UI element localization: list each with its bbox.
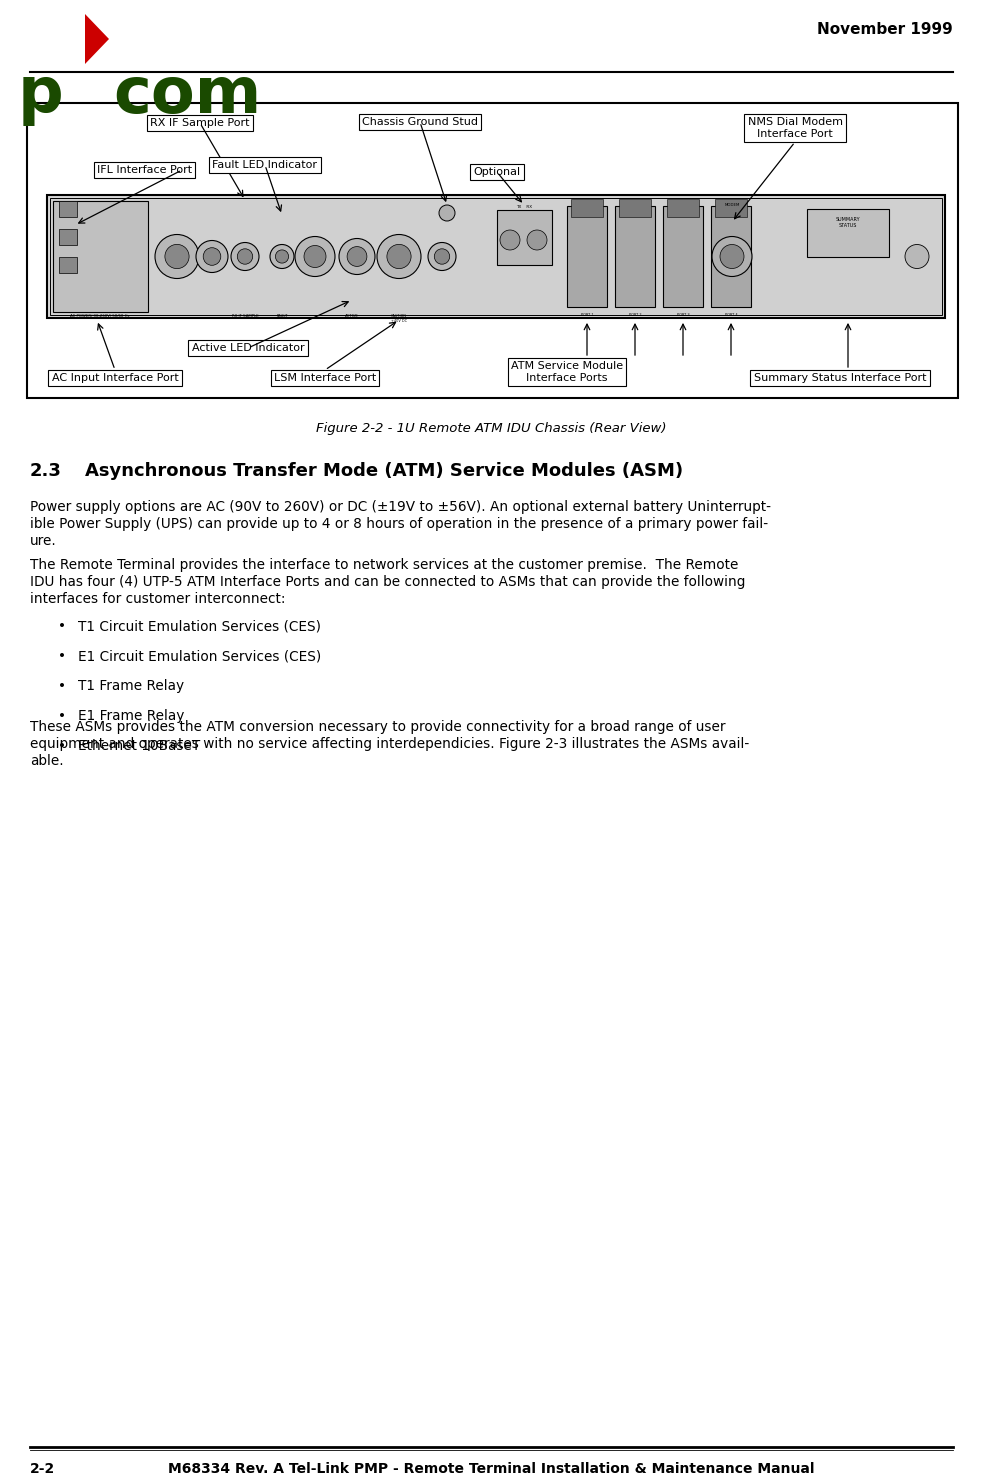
- Circle shape: [377, 234, 421, 279]
- Circle shape: [237, 249, 253, 264]
- Text: PORT 3: PORT 3: [676, 313, 689, 317]
- Circle shape: [527, 230, 547, 250]
- Text: p: p: [18, 64, 64, 126]
- Text: Figure 2-2 - 1U Remote ATM IDU Chassis (Rear View): Figure 2-2 - 1U Remote ATM IDU Chassis (…: [316, 422, 666, 436]
- Text: NMS Dial Modem
Interface Port: NMS Dial Modem Interface Port: [747, 117, 842, 139]
- Text: com: com: [113, 64, 261, 126]
- Circle shape: [304, 246, 326, 267]
- Circle shape: [196, 240, 228, 273]
- Text: PORT 1: PORT 1: [581, 313, 594, 317]
- Text: •: •: [58, 708, 66, 723]
- Text: FAULT: FAULT: [276, 314, 288, 319]
- Text: TX    RX: TX RX: [516, 205, 532, 209]
- Text: ACTIVE: ACTIVE: [345, 314, 359, 319]
- Circle shape: [339, 239, 375, 274]
- Text: IFL Interface Port: IFL Interface Port: [97, 165, 192, 175]
- Circle shape: [712, 237, 752, 277]
- Bar: [619, 199, 651, 216]
- Text: Asynchronous Transfer Mode (ATM) Service Modules (ASM): Asynchronous Transfer Mode (ATM) Service…: [85, 462, 683, 480]
- Text: Summary Status Interface Port: Summary Status Interface Port: [754, 373, 926, 382]
- Bar: [59, 202, 77, 216]
- Bar: [567, 206, 607, 307]
- Text: These ASMs provides the ATM conversion necessary to provide connectivity for a b: These ASMs provides the ATM conversion n…: [30, 720, 725, 734]
- Circle shape: [439, 205, 455, 221]
- Bar: [50, 199, 942, 316]
- Text: Chassis Ground Stud: Chassis Ground Stud: [362, 117, 478, 127]
- Bar: [53, 202, 148, 313]
- Text: Active LED Indicator: Active LED Indicator: [192, 342, 305, 353]
- Bar: [59, 230, 77, 245]
- Polygon shape: [85, 13, 109, 64]
- Circle shape: [165, 245, 189, 268]
- Text: 2-2: 2-2: [30, 1463, 55, 1476]
- Circle shape: [347, 246, 367, 267]
- Circle shape: [295, 237, 335, 277]
- Bar: [663, 206, 703, 307]
- Text: MODEM: MODEM: [724, 203, 739, 207]
- Circle shape: [155, 234, 199, 279]
- Bar: [715, 199, 747, 216]
- Bar: [667, 199, 699, 216]
- Circle shape: [270, 245, 294, 268]
- Bar: [711, 206, 751, 307]
- Circle shape: [434, 249, 449, 264]
- Text: CAUTION
+40V DC: CAUTION +40V DC: [391, 314, 407, 323]
- Bar: [807, 209, 889, 256]
- Circle shape: [275, 250, 289, 264]
- Text: ible Power Supply (UPS) can provide up to 4 or 8 hours of operation in the prese: ible Power Supply (UPS) can provide up t…: [30, 517, 768, 531]
- Text: E1 Frame Relay: E1 Frame Relay: [78, 708, 185, 723]
- Text: Ethernet 10BaseT: Ethernet 10BaseT: [78, 740, 201, 753]
- Bar: [47, 196, 945, 319]
- Bar: [27, 104, 958, 399]
- Text: PORT 2: PORT 2: [629, 313, 641, 317]
- Text: T1 Frame Relay: T1 Frame Relay: [78, 679, 184, 694]
- Circle shape: [387, 245, 411, 268]
- Text: Optional: Optional: [474, 167, 521, 176]
- Bar: [59, 256, 77, 273]
- Circle shape: [203, 247, 221, 265]
- Text: equipment and operates with no service affecting interdependicies. Figure 2-3 il: equipment and operates with no service a…: [30, 737, 749, 751]
- Bar: [497, 210, 552, 265]
- Circle shape: [905, 245, 929, 268]
- Text: AC POWER/ 90-260V/ 50/60 Hz: AC POWER/ 90-260V/ 50/60 Hz: [70, 314, 130, 319]
- Text: interfaces for customer interconnect:: interfaces for customer interconnect:: [30, 591, 285, 606]
- Circle shape: [428, 243, 456, 271]
- Text: Power supply options are AC (90V to 260V) or DC (±19V to ±56V). An optional exte: Power supply options are AC (90V to 260V…: [30, 499, 771, 514]
- Circle shape: [500, 230, 520, 250]
- Circle shape: [231, 243, 259, 271]
- Circle shape: [720, 245, 744, 268]
- Text: November 1999: November 1999: [817, 22, 953, 37]
- Text: •: •: [58, 649, 66, 662]
- Text: RX IF SAMPLE: RX IF SAMPLE: [232, 314, 259, 319]
- Text: ure.: ure.: [30, 534, 57, 548]
- Text: E1 Circuit Emulation Services (CES): E1 Circuit Emulation Services (CES): [78, 649, 321, 662]
- Text: •: •: [58, 619, 66, 633]
- Text: •: •: [58, 740, 66, 753]
- Text: The Remote Terminal provides the interface to network services at the customer p: The Remote Terminal provides the interfa…: [30, 559, 738, 572]
- Text: able.: able.: [30, 754, 64, 768]
- Text: T1 Circuit Emulation Services (CES): T1 Circuit Emulation Services (CES): [78, 619, 321, 633]
- Bar: [571, 199, 603, 216]
- Text: IDU has four (4) UTP-5 ATM Interface Ports and can be connected to ASMs that can: IDU has four (4) UTP-5 ATM Interface Por…: [30, 575, 745, 588]
- Text: Fault LED Indicator: Fault LED Indicator: [212, 160, 318, 170]
- Bar: [615, 206, 655, 307]
- Text: ATM Service Module
Interface Ports: ATM Service Module Interface Ports: [511, 362, 623, 382]
- Text: 2.3: 2.3: [30, 462, 62, 480]
- Text: SUMMARY
STATUS: SUMMARY STATUS: [836, 216, 860, 228]
- Text: LSM Interface Port: LSM Interface Port: [274, 373, 376, 382]
- Text: •: •: [58, 679, 66, 694]
- Text: PORT 4: PORT 4: [724, 313, 737, 317]
- Text: RX IF Sample Port: RX IF Sample Port: [150, 119, 250, 127]
- Text: M68334 Rev. A Tel-Link PMP - Remote Terminal Installation & Maintenance Manual: M68334 Rev. A Tel-Link PMP - Remote Term…: [168, 1463, 814, 1476]
- Text: AC Input Interface Port: AC Input Interface Port: [52, 373, 178, 382]
